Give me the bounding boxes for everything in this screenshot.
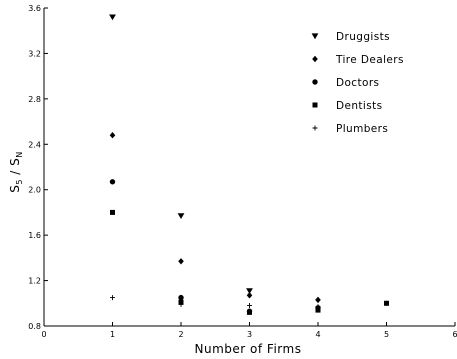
x-tick-label: 0 bbox=[41, 330, 46, 339]
x-tick-label: 3 bbox=[247, 330, 252, 339]
y-tick-label: 2.0 bbox=[28, 186, 41, 195]
point-tire-dealers bbox=[178, 258, 184, 265]
x-tick-label: 4 bbox=[315, 330, 320, 339]
legend-marker-plumbers bbox=[312, 125, 318, 131]
legend-label-doctors: Doctors bbox=[336, 77, 379, 89]
x-tick-label: 6 bbox=[452, 330, 457, 339]
x-tick-label: 5 bbox=[384, 330, 389, 339]
legend-marker-dentists bbox=[312, 102, 318, 108]
legend-marker-druggists bbox=[311, 33, 319, 40]
point-plumbers bbox=[247, 303, 252, 309]
legend-label-plumbers: Plumbers bbox=[336, 123, 388, 135]
y-tick-label: 2.8 bbox=[28, 95, 41, 104]
y-tick-label: 1.2 bbox=[28, 277, 41, 286]
legend-label-dentists: Dentists bbox=[336, 100, 383, 112]
point-plumbers bbox=[315, 304, 321, 310]
legend-label-tire-dealers: Tire Dealers bbox=[335, 54, 404, 66]
y-tick-label: 0.8 bbox=[28, 322, 41, 331]
point-dentists bbox=[315, 307, 321, 313]
point-tire-dealers bbox=[315, 296, 321, 304]
legend-label-druggists: Druggists bbox=[336, 31, 390, 43]
point-dentists bbox=[247, 309, 252, 315]
point-druggists bbox=[109, 14, 116, 21]
y-tick-label: 3.2 bbox=[28, 49, 41, 58]
axis-ticks: 0 1 2 3 4 5 6 0.8 1.2 1.6 2.0 2.4 2.8 3.2 3.6 bbox=[28, 4, 457, 339]
x-tick-label: 1 bbox=[110, 330, 115, 339]
point-dentists bbox=[110, 209, 115, 215]
point-druggists bbox=[177, 213, 185, 220]
x-tick-label: 2 bbox=[178, 330, 183, 339]
x-axis-label: Number of Firms bbox=[195, 342, 302, 356]
y-tick-label: 2.4 bbox=[28, 140, 41, 149]
point-plumbers bbox=[178, 301, 184, 307]
point-plumbers bbox=[110, 295, 115, 301]
y-tick-label: 3.6 bbox=[28, 4, 41, 13]
point-plumbers bbox=[384, 300, 389, 306]
point-doctors bbox=[109, 179, 116, 185]
point-tire-dealers bbox=[109, 132, 116, 139]
legend-marker-tire-dealers bbox=[312, 55, 318, 63]
y-tick-label: 1.6 bbox=[28, 231, 41, 240]
point-doctors bbox=[178, 294, 184, 301]
point-druggists bbox=[246, 288, 253, 294]
legend: Druggists Tire Dealers Doctors Dentists Plum… bbox=[311, 31, 404, 135]
point-tire-dealers bbox=[246, 292, 253, 299]
y-axis-label: S5 / SN bbox=[8, 151, 24, 193]
data-points bbox=[109, 14, 389, 315]
legend-marker-doctors bbox=[312, 79, 318, 85]
